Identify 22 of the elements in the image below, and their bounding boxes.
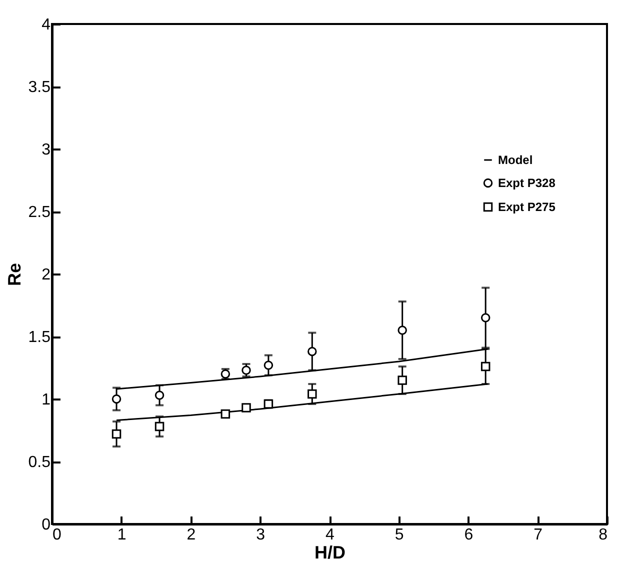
x-tick-label: 4 [326,526,335,544]
y-tick-label: 0.5 [28,454,51,471]
y-axis-title: Re [4,262,24,286]
x-tick-label: 5 [394,526,404,544]
x-tick-label: 2 [186,526,196,544]
x-tick-label: 3 [256,526,266,544]
x-axis-title: H/D [314,542,346,562]
y-tick-label: 2 [42,266,51,284]
y-tick-label: 4 [42,16,51,34]
y-tick-label: 1 [42,392,51,408]
x-tick-label: 6 [464,526,474,544]
y-tick-label: 3 [42,142,51,158]
x-tick-label: 7 [534,526,543,544]
x-tick-label: 0 [52,526,62,544]
x-tick-label: 8 [598,526,608,544]
legend-label: Model [498,153,533,167]
y-tick-label: 2.5 [28,204,51,221]
legend-label: Expt P275 [498,200,556,214]
y-tick-label: 1.5 [28,329,51,346]
legend-label: Expt P328 [498,176,556,190]
y-tick-label: 3.5 [28,79,51,96]
x-tick-label: 1 [117,526,126,544]
